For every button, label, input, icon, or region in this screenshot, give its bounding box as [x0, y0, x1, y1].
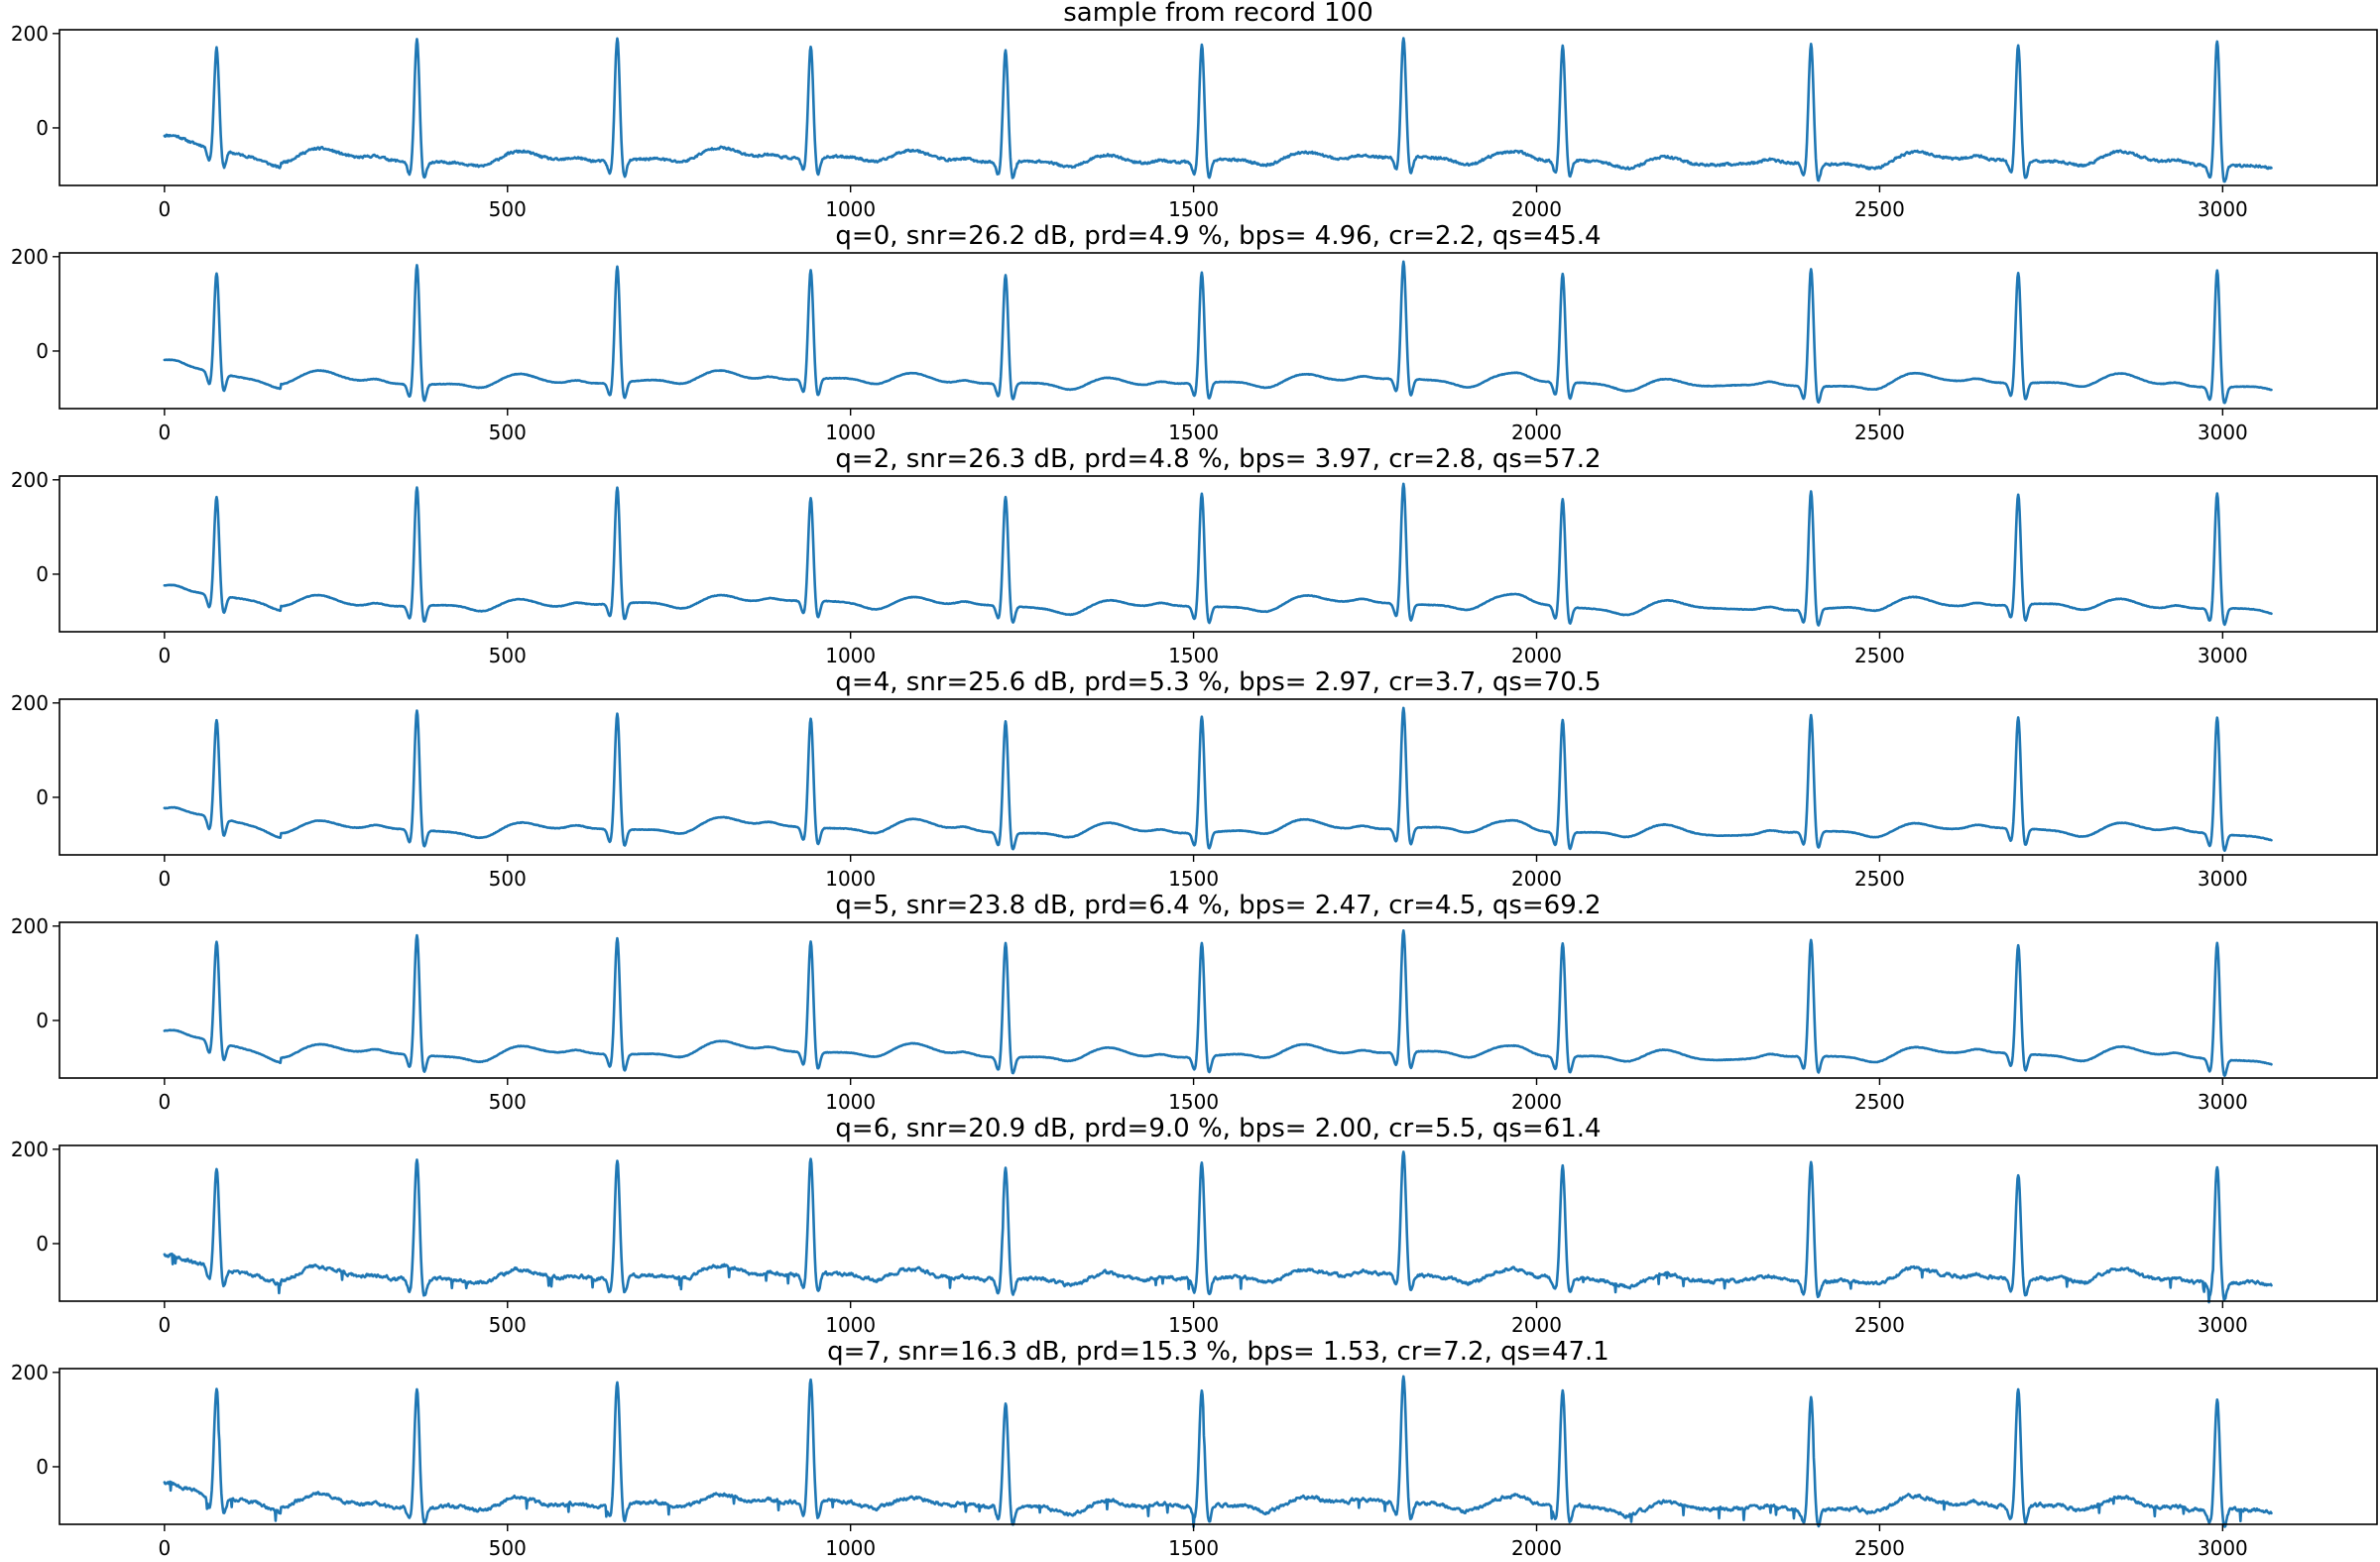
x-tick-label: 3000 — [2198, 1313, 2248, 1337]
y-tick-label: 0 — [36, 562, 49, 586]
y-tick-label: 0 — [36, 1232, 49, 1256]
axes-frame — [59, 475, 2378, 633]
x-tick-label: 1500 — [1168, 867, 1219, 891]
y-tick-label: 0 — [36, 1009, 49, 1032]
x-tick-label: 2000 — [1511, 1090, 1562, 1114]
subplot-title: q=5, snr=23.8 dB, prd=6.4 %, bps= 2.47, … — [835, 891, 1601, 920]
axes-frame — [59, 29, 2378, 186]
x-tick-label: 500 — [489, 1536, 527, 1560]
x-tick-label: 1000 — [825, 1536, 876, 1560]
x-tick-label: 3000 — [2198, 644, 2248, 667]
x-tick-label: 0 — [158, 1090, 171, 1114]
y-tick-label: 0 — [36, 116, 49, 140]
x-tick-label: 1500 — [1168, 1536, 1219, 1560]
x-tick-label: 3000 — [2198, 197, 2248, 221]
ecg-trace-line — [163, 482, 2273, 627]
subplot-title: q=2, snr=26.3 dB, prd=4.8 %, bps= 3.97, … — [835, 444, 1601, 474]
subplot-6: q=6, snr=20.9 dB, prd=9.0 %, bps= 2.00, … — [11, 1114, 2378, 1337]
x-tick-label: 1500 — [1168, 421, 1219, 444]
y-tick-label: 200 — [11, 1361, 49, 1384]
x-tick-label: 2000 — [1511, 867, 1562, 891]
y-tick-label: 200 — [11, 691, 49, 715]
x-tick-label: 1000 — [825, 644, 876, 667]
subplot-3: q=2, snr=26.3 dB, prd=4.8 %, bps= 3.97, … — [11, 444, 2378, 667]
subplot-title: q=6, snr=20.9 dB, prd=9.0 %, bps= 2.00, … — [835, 1114, 1601, 1143]
x-tick-label: 3000 — [2198, 421, 2248, 444]
x-tick-label: 2000 — [1511, 1536, 1562, 1560]
y-tick-label: 200 — [11, 914, 49, 938]
x-tick-label: 0 — [158, 867, 171, 891]
x-tick-label: 2000 — [1511, 644, 1562, 667]
x-tick-label: 3000 — [2198, 1090, 2248, 1114]
x-tick-label: 2500 — [1854, 1536, 1905, 1560]
ecg-trace-line — [163, 1375, 2273, 1528]
y-tick-label: 0 — [36, 785, 49, 809]
subplot-title: q=7, snr=16.3 dB, prd=15.3 %, bps= 1.53,… — [827, 1337, 1609, 1367]
x-tick-label: 500 — [489, 197, 527, 221]
x-tick-label: 1500 — [1168, 1313, 1219, 1337]
x-tick-label: 2000 — [1511, 1313, 1562, 1337]
subplot-title: q=4, snr=25.6 dB, prd=5.3 %, bps= 2.97, … — [835, 667, 1601, 697]
axes-frame — [59, 1368, 2378, 1525]
x-tick-label: 500 — [489, 1090, 527, 1114]
y-tick-label: 200 — [11, 245, 49, 269]
subplot-1: sample from record 1000 500 1000 1500 2000 25… — [11, 0, 2378, 221]
subplot-2: q=0, snr=26.2 dB, prd=4.9 %, bps= 4.96, … — [11, 221, 2378, 444]
subplot-5: q=5, snr=23.8 dB, prd=6.4 %, bps= 2.47, … — [11, 891, 2378, 1114]
y-tick-label: 0 — [36, 1455, 49, 1479]
x-tick-label: 1000 — [825, 867, 876, 891]
y-tick-label: 0 — [36, 339, 49, 363]
ecg-trace-line — [163, 37, 2273, 183]
x-tick-label: 1000 — [825, 1090, 876, 1114]
x-tick-label: 0 — [158, 1313, 171, 1337]
ecg-trace-line — [163, 1150, 2273, 1304]
subplot-7: q=7, snr=16.3 dB, prd=15.3 %, bps= 1.53,… — [11, 1337, 2378, 1560]
x-tick-label: 1500 — [1168, 1090, 1219, 1114]
x-tick-label: 2000 — [1511, 197, 1562, 221]
y-tick-label: 200 — [11, 468, 49, 492]
x-tick-label: 500 — [489, 867, 527, 891]
x-tick-label: 0 — [158, 644, 171, 667]
x-tick-label: 1000 — [825, 197, 876, 221]
subplot-title: q=0, snr=26.2 dB, prd=4.9 %, bps= 4.96, … — [835, 221, 1601, 251]
axes-frame — [59, 1144, 2378, 1302]
x-tick-label: 3000 — [2198, 1536, 2248, 1560]
x-tick-label: 2500 — [1854, 197, 1905, 221]
x-tick-label: 1500 — [1168, 197, 1219, 221]
x-tick-label: 1500 — [1168, 644, 1219, 667]
y-tick-label: 200 — [11, 22, 49, 46]
ecg-trace-line — [163, 706, 2273, 853]
x-tick-label: 2500 — [1854, 421, 1905, 444]
y-tick-label: 200 — [11, 1138, 49, 1161]
subplot-4: q=4, snr=25.6 dB, prd=5.3 %, bps= 2.97, … — [11, 667, 2378, 891]
x-tick-label: 2000 — [1511, 421, 1562, 444]
x-tick-label: 2500 — [1854, 867, 1905, 891]
x-tick-label: 2500 — [1854, 1313, 1905, 1337]
x-tick-label: 3000 — [2198, 867, 2248, 891]
axes-frame — [59, 921, 2378, 1079]
x-tick-label: 1000 — [825, 1313, 876, 1337]
x-tick-label: 500 — [489, 1313, 527, 1337]
x-tick-label: 2500 — [1854, 1090, 1905, 1114]
x-tick-label: 500 — [489, 644, 527, 667]
x-tick-label: 1000 — [825, 421, 876, 444]
ecg-trace-line — [163, 928, 2273, 1078]
subplot-title: sample from record 100 — [1063, 0, 1373, 28]
axes-frame — [59, 698, 2378, 856]
x-tick-label: 2500 — [1854, 644, 1905, 667]
ecg-trace-line — [163, 260, 2273, 405]
x-tick-label: 0 — [158, 1536, 171, 1560]
x-tick-label: 500 — [489, 421, 527, 444]
axes-frame — [59, 252, 2378, 410]
x-tick-label: 0 — [158, 197, 171, 221]
x-tick-label: 0 — [158, 421, 171, 444]
